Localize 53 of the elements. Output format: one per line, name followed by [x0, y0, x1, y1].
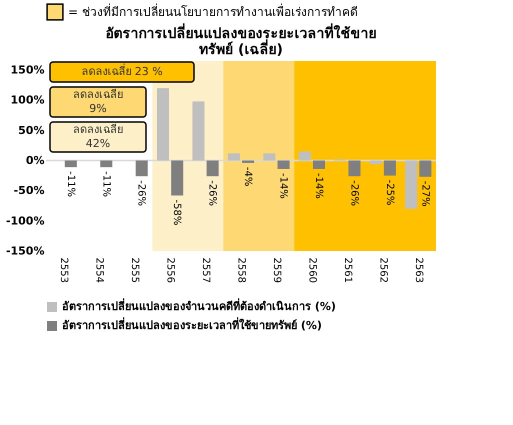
data-label: -27%	[419, 180, 430, 207]
data-label: -26%	[136, 180, 147, 206]
y-tick-label: 100%	[10, 94, 44, 107]
bar	[312, 160, 326, 169]
data-label: -4%	[242, 166, 254, 186]
y-tick-label: -150%	[6, 244, 44, 258]
annotation: ลดลงเฉลี่ย 42%	[73, 121, 123, 150]
bar	[298, 151, 311, 161]
chart-title: อัตราการเปลี่ยนแปลงของระยะเวลาที่ใช้ขาย ทรัพย์ (เฉลี่ย)	[106, 23, 376, 58]
x-tick-label: 2563	[412, 258, 424, 283]
bar	[192, 101, 204, 161]
data-label: -14%	[313, 172, 324, 199]
bar	[348, 160, 360, 176]
bar	[278, 160, 290, 169]
bar	[405, 160, 418, 209]
data-label: -11%	[100, 171, 112, 197]
data-label: -26%	[348, 180, 360, 206]
bar	[171, 160, 184, 196]
data-label: -25%	[384, 180, 395, 206]
y-tick-label: 50%	[18, 124, 44, 137]
legend-label: อัตราการเปลี่ยนแปลงของจำนวนคดีที่ต้องดำเนินการ (%)	[62, 298, 336, 313]
annotation: ลดลงเฉลี่ย 23 %	[81, 63, 163, 78]
x-tick-label: 2556	[164, 258, 176, 283]
y-tick-label: 150%	[10, 64, 44, 77]
x-tick-label: 2560	[306, 258, 318, 283]
bar	[156, 88, 170, 161]
x-tick-label: 2553	[58, 258, 70, 283]
x-tick-label: 2562	[377, 258, 388, 283]
bar	[100, 160, 112, 168]
data-label: -14%	[278, 172, 289, 199]
x-tick-label: 2557	[200, 258, 212, 283]
data-label: -58%	[171, 200, 182, 226]
legend-label: = ช่วงที่มีการเปลี่ยนนโยบายการทำงานเพื่อเร่งการทำคดี	[68, 3, 358, 19]
bar	[384, 160, 396, 176]
annotation: ลดลงเฉลี่ย 9%	[73, 86, 123, 115]
data-label: -26%	[206, 180, 218, 206]
y-tick-label: 0%	[26, 154, 44, 168]
bar	[370, 160, 382, 164]
bar	[228, 153, 240, 161]
bar	[419, 160, 432, 177]
data-label: -11%	[64, 171, 76, 197]
x-tick-label: 2554	[94, 258, 105, 283]
x-tick-label: 2555	[129, 258, 140, 283]
x-tick-label: 2558	[236, 258, 246, 283]
bar	[263, 153, 276, 161]
y-tick-label: -50%	[14, 184, 44, 198]
bar	[136, 160, 148, 176]
x-tick-label: 2561	[342, 258, 353, 283]
bar	[64, 160, 77, 168]
y-tick-label: -100%	[6, 214, 44, 228]
legend-label: อัตราการเปลี่ยนแปลงของระยะเวลาที่ใช้ขายทรัพย์ (%)	[62, 317, 322, 332]
x-tick-label: 2559	[270, 258, 282, 283]
bar	[206, 160, 219, 176]
